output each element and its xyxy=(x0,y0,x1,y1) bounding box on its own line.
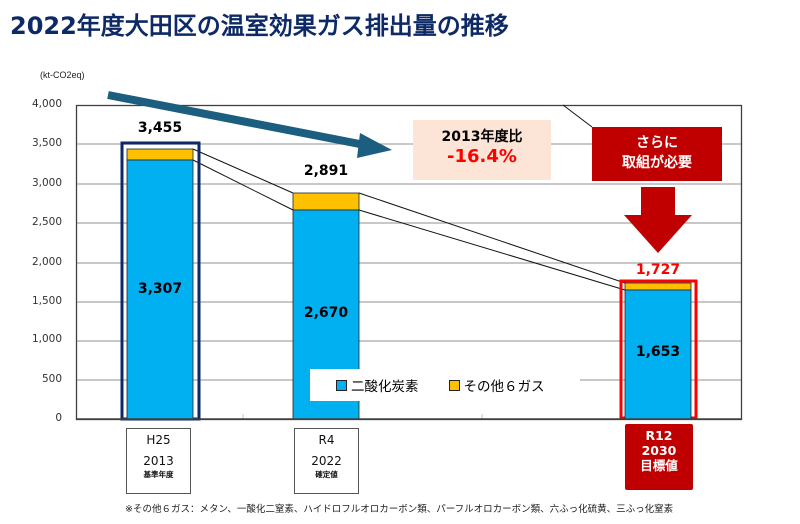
y-tick-label: 3,000 xyxy=(31,177,62,189)
bar-total-label-2013: 3,455 xyxy=(137,120,183,136)
category-year: 2022 xyxy=(311,454,342,468)
category-year: 2013 xyxy=(143,454,174,468)
page-title: 2022年度大田区の温室効果ガス排出量の推移 xyxy=(10,12,509,40)
legend-item-other: その他６ガス xyxy=(448,375,545,395)
bar-connector-lines xyxy=(192,104,626,291)
bar-co2-label-2022: 2,670 xyxy=(303,305,349,321)
y-tick-label: 0 xyxy=(55,412,62,424)
category-note: 確定値 xyxy=(315,470,338,479)
legend-label-other: その他６ガス xyxy=(463,379,545,395)
category-note: 目標値 xyxy=(640,458,678,473)
y-tick-label: 3,500 xyxy=(31,137,62,149)
comparison-callout: 2013年度比 -16.4% xyxy=(413,120,551,180)
category-era: R4 xyxy=(318,433,335,447)
action-line-2: 取組が必要 xyxy=(622,155,692,171)
legend-item-co2: 二酸化炭素 xyxy=(336,375,419,395)
y-tick-label: 500 xyxy=(41,373,62,385)
y-tick-label: 2,500 xyxy=(31,216,62,228)
action-required-callout: さらに 取組が必要 xyxy=(592,127,722,181)
y-tick-label: 1,000 xyxy=(31,333,62,345)
comparison-value: -16.4% xyxy=(447,146,517,167)
bar-co2-label-2030: 1,653 xyxy=(635,344,681,360)
footnote: ※その他６ガス：メタン、一酸化二窒素、ハイドロフルオロカーボン類、パーフルオロカ… xyxy=(125,504,674,515)
category-era: H25 xyxy=(146,433,171,447)
category-label-2022: R4 2022 確定値 xyxy=(294,428,359,494)
y-tick-label: 2,000 xyxy=(31,256,62,268)
legend-swatch-other xyxy=(448,379,460,391)
category-year: 2030 xyxy=(641,443,677,458)
bar-2013-co2 xyxy=(126,159,194,420)
bar-2013-other-gases xyxy=(126,148,194,161)
legend-swatch-co2 xyxy=(336,379,347,391)
bar-2030-co2 xyxy=(624,289,692,420)
legend-label-co2: 二酸化炭素 xyxy=(351,379,419,395)
comparison-title: 2013年度比 xyxy=(441,129,523,145)
category-note: 基準年度 xyxy=(143,470,174,479)
category-label-2013: H25 2013 基準年度 xyxy=(126,428,191,494)
y-axis-unit-label: (kt-CO2eq) xyxy=(40,70,85,80)
down-arrow-icon xyxy=(624,187,692,253)
category-era: R12 xyxy=(645,428,673,443)
bar-total-label-2022: 2,891 xyxy=(303,163,349,179)
bar-2030-other-gases xyxy=(624,282,692,291)
bar-2022-other-gases xyxy=(292,192,360,211)
category-label-2030: R12 2030 目標値 xyxy=(625,424,693,490)
bar-co2-label-2013: 3,307 xyxy=(137,281,183,297)
bar-total-label-2030: 1,727 xyxy=(635,262,681,278)
action-line-1: さらに xyxy=(636,135,678,151)
trend-arrow-icon xyxy=(107,91,392,158)
y-tick-label: 4,000 xyxy=(31,98,62,110)
y-tick-label: 1,500 xyxy=(31,295,62,307)
chart-legend: 二酸化炭素 その他６ガス xyxy=(310,369,580,401)
